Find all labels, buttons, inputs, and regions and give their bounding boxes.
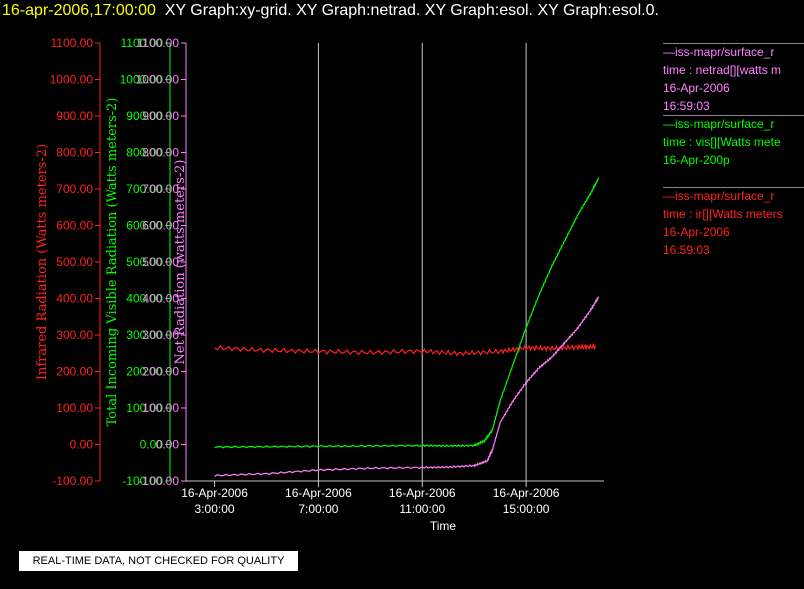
- y-tick-label: 1100.00: [137, 36, 180, 50]
- quality-disclaimer: REAL-TIME DATA, NOT CHECKED FOR QUALITY: [19, 551, 298, 571]
- y-tick-label: 200.00: [126, 365, 163, 379]
- y-tick-label: -100.00: [52, 474, 93, 488]
- y-tick-label: 1100.00: [51, 36, 94, 50]
- y-tick-label: 1000.00: [50, 73, 94, 87]
- y-tick-label: 700.00: [126, 182, 163, 196]
- y-tick-label: 700.00: [142, 182, 179, 196]
- y-tick-label: 200.00: [56, 365, 93, 379]
- y-tick-label: 1000.00: [120, 73, 164, 87]
- y-tick-label: 600.00: [56, 219, 93, 233]
- y-tick-label: 800.00: [56, 146, 93, 160]
- series-line: [214, 342, 597, 357]
- y-tick-label: 700.00: [56, 182, 93, 196]
- y-tick-label: 800.00: [142, 146, 179, 160]
- legend-line: 16-Apr-200p: [663, 153, 730, 167]
- y-axis-title: Net Radiation (watts meters-2): [173, 160, 188, 365]
- x-tick-label: 3:00:00: [195, 502, 235, 516]
- header: 16-apr-2006,17:00:00 XY Graph:xy-grid. X…: [2, 2, 659, 20]
- legend-divider: [663, 43, 804, 44]
- x-tick-label: 16-Apr-2006: [181, 486, 248, 500]
- y-tick-label: 100.00: [126, 401, 163, 415]
- y-tick-label: 0.00: [70, 438, 94, 452]
- header-datetime: 16-apr-2006,17:00:00: [2, 2, 156, 19]
- y-tick-label: 500.00: [56, 255, 93, 269]
- legend-line: time : vis[][Watts mete: [663, 135, 781, 149]
- x-tick-label: 16-Apr-2006: [285, 486, 352, 500]
- legend-divider: [663, 115, 804, 116]
- y-tick-label: 300.00: [142, 328, 179, 342]
- x-tick-label: 7:00:00: [298, 502, 338, 516]
- y-tick-label: 900.00: [56, 109, 93, 123]
- series-line: [214, 177, 599, 449]
- y-tick-label: 0.00: [156, 438, 180, 452]
- legend-line: —iss-mapr/surface_r: [663, 117, 775, 131]
- y-tick-label: 800.00: [126, 146, 163, 160]
- y-tick-label: 100.00: [142, 401, 179, 415]
- legend-line: —iss-mapr/surface_r: [663, 45, 775, 59]
- x-axis-title: Time: [430, 519, 457, 533]
- x-tick-label: 16-Apr-2006: [389, 486, 456, 500]
- y-tick-label: 500.00: [126, 255, 163, 269]
- y-tick-label: -100.00: [122, 474, 163, 488]
- x-tick-label: 15:00:00: [503, 502, 550, 516]
- series-line: [214, 296, 600, 477]
- y-tick-label: 300.00: [126, 328, 163, 342]
- legend-line: 16-Apr-2006: [663, 225, 730, 239]
- legend-line: time : netrad[][watts m: [663, 63, 782, 77]
- y-tick-label: 900.00: [142, 109, 179, 123]
- legend-line: time : ir[][Watts meters: [663, 207, 783, 221]
- legend-line: —iss-mapr/surface_r: [663, 189, 775, 203]
- y-tick-label: 900.00: [126, 109, 163, 123]
- y-tick-label: 600.00: [142, 219, 179, 233]
- header-graph-list: XY Graph:xy-grid. XY Graph:netrad. XY Gr…: [164, 2, 659, 19]
- y-tick-label: 1000.00: [136, 73, 180, 87]
- y-tick-label: 200.00: [142, 365, 179, 379]
- y-axis-title: Infrared Radiation (Watts meters-2): [35, 144, 50, 380]
- y-tick-label: 600.00: [126, 219, 163, 233]
- y-tick-label: 500.00: [142, 255, 179, 269]
- y-tick-label: 400.00: [126, 292, 163, 306]
- y-tick-label: -100.00: [138, 474, 179, 488]
- y-tick-label: 300.00: [56, 328, 93, 342]
- legend-line: 16-Apr-2006: [663, 81, 730, 95]
- y-tick-label: 100.00: [56, 401, 93, 415]
- y-tick-label: 400.00: [142, 292, 179, 306]
- legend-divider: [663, 187, 804, 188]
- y-axis-title: Total Incoming Visible Radiation (Watts …: [105, 98, 120, 427]
- x-tick-label: 16-Apr-2006: [493, 486, 560, 500]
- x-tick-label: 11:00:00: [399, 502, 445, 516]
- y-tick-label: 0.00: [140, 438, 164, 452]
- y-tick-label: 400.00: [56, 292, 93, 306]
- legend-line: 16:59:03: [663, 243, 710, 257]
- y-tick-label: 1100.00: [121, 36, 164, 50]
- legend-line: 16:59:03: [663, 99, 710, 113]
